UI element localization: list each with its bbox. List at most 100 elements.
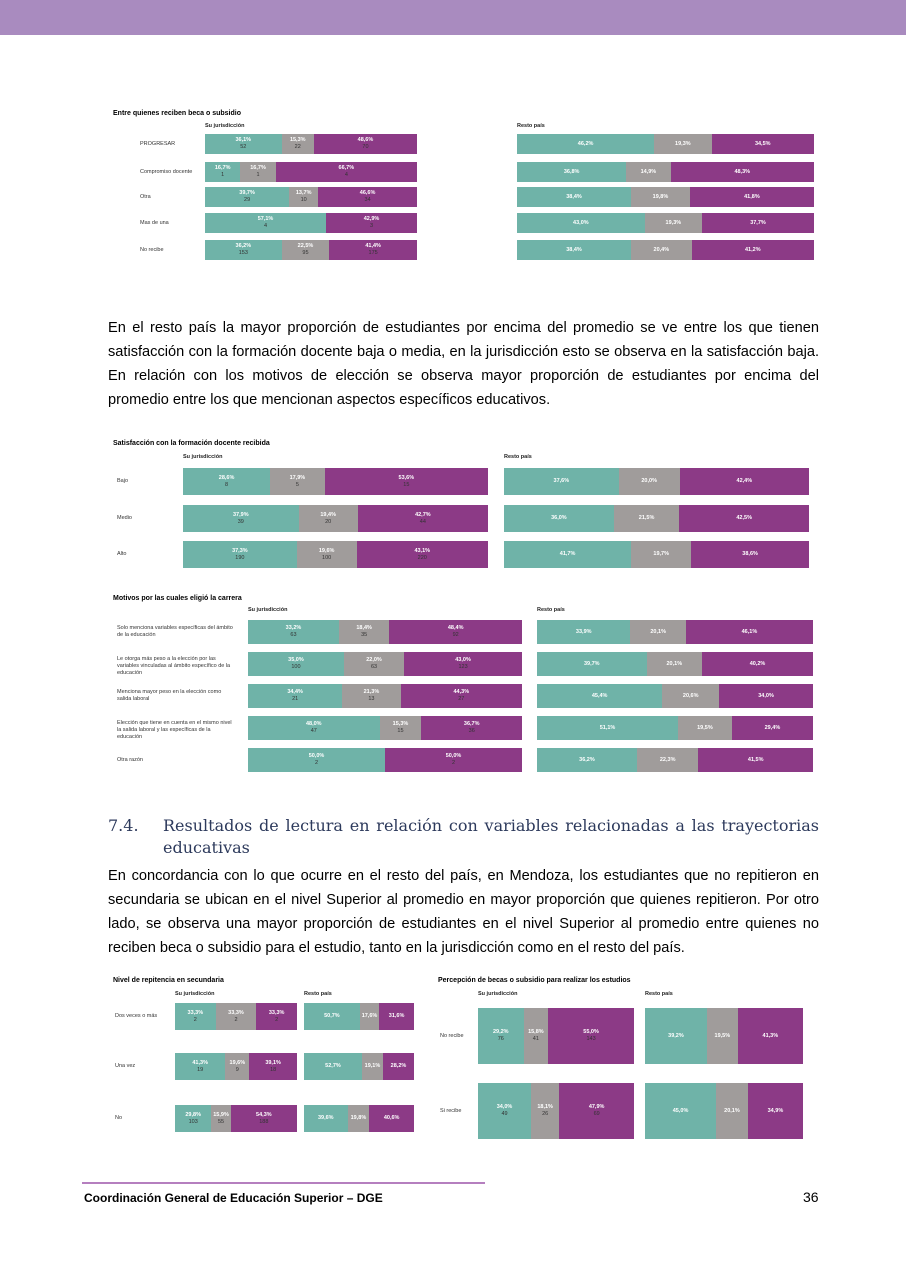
- segment-value: 28,2%: [390, 1063, 407, 1069]
- segment-value: 50,7%: [324, 1013, 340, 1019]
- bar-segment-teal: 36,8%: [517, 162, 627, 182]
- segment-value: 20,4%: [653, 246, 670, 253]
- stacked-bar: 33,9% 20,1% 46,1%: [537, 620, 813, 644]
- segment-value: 19,8%: [350, 1115, 367, 1121]
- segment-value: 22,3%: [659, 756, 676, 763]
- segment-value: 39,6%: [317, 1115, 334, 1121]
- bar-segment-purple: 38,6%: [691, 541, 809, 568]
- stacked-bar: 37,9% 39 19,4% 20 42,7% 44: [183, 505, 488, 532]
- chart-title: Percepción de becas o subsidio para real…: [438, 977, 631, 984]
- stacked-bar: 38,4% 20,4% 41,2%: [517, 240, 814, 260]
- bar-segment-teal: 52,7%: [304, 1053, 362, 1080]
- segment-value: 29,4%: [764, 724, 781, 731]
- segment-value: 20,1%: [724, 1107, 740, 1114]
- segment-value: 36,7%: [463, 721, 480, 727]
- bar-segment-teal: 51,1%: [537, 716, 679, 740]
- segment-value: 39,7%: [583, 660, 600, 667]
- segment-count: 76: [497, 1036, 504, 1042]
- bar-segment-purple: 48,6% 70: [313, 134, 417, 154]
- segment-count: 47: [310, 728, 317, 734]
- segment-count: 27: [458, 696, 465, 702]
- bar-segment-teal: 38,4%: [517, 187, 632, 207]
- segment-value: 33,2%: [285, 625, 302, 631]
- segment-value: 19,4%: [320, 511, 336, 518]
- bar-segment-gray: 19,1%: [361, 1053, 383, 1080]
- row-label: PROGRESAR: [140, 140, 176, 147]
- segment-value: 41,5%: [747, 756, 764, 763]
- segment-count: 1: [256, 172, 260, 178]
- bar-segment-purple: 29,4%: [731, 716, 813, 740]
- segment-value: 29,2%: [492, 1029, 509, 1035]
- segment-value: 15,3%: [289, 137, 306, 143]
- segment-value: 46,1%: [741, 628, 758, 635]
- segment-value: 33,3%: [268, 1009, 285, 1016]
- bar-segment-teal: 39,7% 29: [205, 187, 290, 207]
- stacked-bar: 33,2% 63 18,4% 35 48,4% 92: [248, 620, 522, 644]
- segment-value: 43,0%: [573, 219, 589, 226]
- segment-value: 42,5%: [736, 515, 752, 521]
- panel-label: Su jurisdicción: [205, 123, 245, 129]
- segment-value: 50,0%: [445, 753, 462, 759]
- segment-value: 48,4%: [447, 625, 464, 631]
- bar-segment-gray: 15,8% 41: [523, 1008, 549, 1064]
- segment-value: 34,0%: [758, 692, 774, 699]
- segment-value: 33,9%: [575, 628, 592, 635]
- bar-segment-purple: 43,0% 123: [404, 652, 522, 676]
- stacked-bar: 48,0% 47 15,3% 15 36,7% 36: [248, 716, 522, 740]
- bar-segment-teal: 39,6%: [304, 1105, 348, 1132]
- segment-value: 19,3%: [665, 219, 682, 226]
- segment-count: 52: [240, 144, 247, 150]
- segment-value: 28,6%: [218, 474, 235, 481]
- bar-segment-gray: 19,3%: [654, 134, 712, 154]
- stacked-bar: 50,7% 17,6% 31,6%: [304, 1003, 414, 1030]
- bar-segment-purple: 66,7% 4: [275, 162, 417, 182]
- bar-segment-purple: 42,9% 3: [326, 213, 417, 233]
- segment-count: 15: [403, 481, 410, 488]
- segment-value: 57,1%: [257, 216, 274, 222]
- bar-segment-teal: 29,8% 103: [175, 1105, 212, 1132]
- segment-value: 19,5%: [697, 724, 713, 731]
- stacked-bar: 57,1% 4 42,9% 3: [205, 213, 417, 233]
- bar-segment-gray: 18,1% 26: [531, 1083, 560, 1139]
- segment-value: 40,2%: [749, 660, 766, 667]
- stacked-bar: 41,3% 19 19,6% 9 39,1% 18: [175, 1053, 297, 1080]
- bar-segment-gray: 19,6% 9: [225, 1053, 250, 1080]
- segment-count: 190: [235, 554, 245, 561]
- bar-segment-gray: 17,9% 5: [270, 468, 325, 495]
- stacked-bar: 34,0% 49 18,1% 26 47,9% 69: [478, 1083, 634, 1139]
- segment-value: 39,2%: [668, 1032, 684, 1039]
- segment-count: 21: [292, 696, 299, 702]
- bar-segment-teal: 38,4%: [517, 240, 632, 260]
- segment-count: 18: [270, 1066, 277, 1073]
- segment-value: 19,7%: [653, 551, 670, 557]
- segment-value: 41,2%: [745, 246, 761, 253]
- segment-value: 16,7%: [250, 165, 266, 171]
- segment-value: 18,1%: [537, 1104, 553, 1110]
- segment-count: 143: [586, 1036, 596, 1042]
- bar-segment-gray: 20,1%: [646, 652, 703, 676]
- segment-value: 43,0%: [455, 657, 471, 663]
- bar-segment-gray: 18,4% 35: [338, 620, 390, 644]
- segment-count: 5: [295, 481, 299, 488]
- panel-label: Su jurisdicción: [248, 607, 288, 613]
- row-label: Compromiso docente: [140, 168, 193, 175]
- panel-label: Resto país: [645, 991, 673, 997]
- bar-segment-teal: 33,3% 2: [175, 1003, 216, 1030]
- segment-value: 20,0%: [641, 478, 657, 484]
- bar-segment-gray: 19,3%: [644, 213, 703, 233]
- stacked-bar: 46,2% 19,3% 34,5%: [517, 134, 814, 154]
- segment-value: 34,4%: [287, 689, 303, 695]
- segment-count: 35: [361, 632, 368, 638]
- stacked-bar: 29,2% 76 15,8% 41 55,0% 143: [478, 1008, 634, 1064]
- bar-segment-teal: 45,0%: [645, 1083, 717, 1139]
- segment-value: 36,2%: [579, 756, 595, 763]
- segment-count: 39: [237, 518, 244, 525]
- row-label: No: [115, 1115, 123, 1121]
- segment-value: 45,0%: [672, 1107, 689, 1114]
- row-label: Alto: [117, 551, 127, 557]
- segment-count: 2: [193, 1016, 197, 1023]
- panel-label: Su jurisdicción: [183, 454, 223, 460]
- bar-segment-purple: 37,7%: [702, 213, 814, 233]
- segment-value: 54,3%: [256, 1111, 272, 1118]
- segment-value: 43,1%: [414, 547, 431, 554]
